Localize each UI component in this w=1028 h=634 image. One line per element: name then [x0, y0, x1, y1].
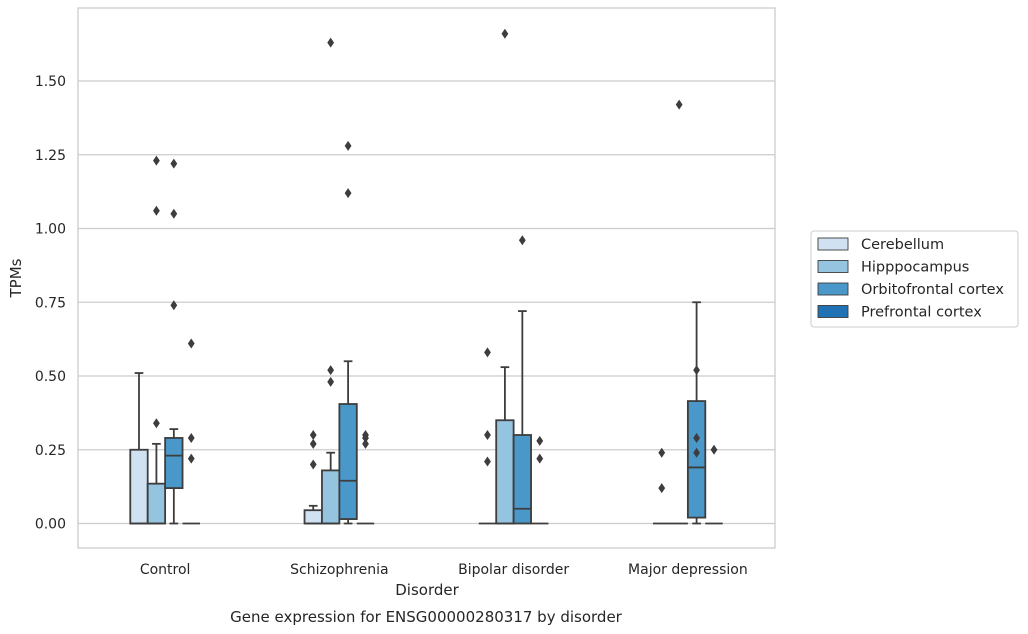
- box: [512, 434, 532, 525]
- box: [146, 482, 167, 525]
- y-tick-label: 0.75: [35, 295, 66, 311]
- legend-swatch: [817, 305, 849, 318]
- y-tick-label: 0.50: [35, 369, 66, 385]
- box-group: [356, 430, 375, 525]
- box: [321, 469, 341, 525]
- legend: Cerebellum Hipppocampus Orbitofrontal cort…: [810, 230, 1019, 328]
- legend-swatch: [817, 260, 849, 273]
- box: [495, 419, 515, 525]
- box-group: [653, 447, 671, 525]
- x-tick-label: Control: [140, 562, 191, 578]
- outlier-point: [710, 444, 718, 455]
- outlier-point: [658, 447, 666, 458]
- outlier-point: [536, 435, 544, 446]
- box-group: [512, 235, 532, 525]
- box-group: [146, 155, 167, 525]
- y-axis-ticks: 0.00 0.25 0.50 0.75 1.00 1.25 1.50: [35, 74, 66, 533]
- box-group: [303, 430, 323, 525]
- outlier-point: [187, 338, 195, 349]
- outlier-point: [187, 432, 195, 443]
- outlier-point: [327, 365, 335, 376]
- box: [164, 437, 184, 490]
- y-tick-label: 0.25: [35, 443, 66, 459]
- legend-swatch: [817, 237, 849, 251]
- box-group: [164, 158, 184, 525]
- outlier-point: [309, 438, 317, 449]
- x-tick-label: Major depression: [628, 562, 748, 578]
- legend-label: Prefrontal cortex: [861, 305, 982, 321]
- outlier-point: [309, 459, 317, 470]
- x-axis-label: Disorder: [395, 581, 459, 599]
- box: [686, 400, 707, 519]
- outlier-point: [484, 347, 491, 358]
- x-axis-ticks: Control Schizophrenia Bipolar disorder Majo…: [140, 562, 748, 578]
- outlier-point: [693, 432, 700, 443]
- outlier-point: [658, 483, 666, 494]
- legend-label: Hipppocampus: [861, 260, 969, 276]
- y-tick-label: 0.00: [35, 517, 66, 533]
- box: [338, 403, 358, 520]
- outlier-point: [309, 430, 317, 440]
- box-group: [321, 37, 341, 525]
- box-group: [478, 347, 497, 525]
- outlier-point: [170, 300, 178, 311]
- box-group: [670, 99, 688, 525]
- outlier-point: [536, 453, 544, 464]
- box-group: [686, 301, 707, 525]
- chart-title: Gene expression for ENSG00000280317 by d…: [230, 608, 623, 626]
- box-group: [182, 338, 200, 525]
- outlier-point: [344, 188, 352, 199]
- y-tick-label: 1.50: [35, 74, 66, 90]
- outlier-point: [362, 438, 369, 449]
- outlier-point: [518, 235, 526, 246]
- gridlines: [78, 80, 775, 525]
- outlier-point: [362, 430, 369, 440]
- outlier-point: [327, 376, 335, 387]
- outlier-point: [484, 456, 491, 467]
- y-axis-label: TPMs: [7, 258, 25, 298]
- y-tick-label: 1.25: [35, 148, 66, 164]
- y-tick-label: 1.00: [35, 222, 66, 238]
- legend-label: Orbitofrontal cortex: [861, 282, 1004, 298]
- box-group: [531, 435, 549, 525]
- outlier-point: [170, 158, 178, 169]
- outlier-point: [484, 430, 491, 440]
- legend-frame: [810, 230, 1019, 328]
- plot-area-frame: [77, 7, 776, 549]
- box-group: [129, 372, 149, 525]
- outlier-point: [170, 208, 178, 219]
- box-group: [338, 140, 358, 525]
- outlier-point: [693, 365, 700, 376]
- box-group: [495, 28, 515, 525]
- legend-swatch: [817, 282, 849, 296]
- outlier-point: [153, 418, 160, 429]
- box: [129, 448, 149, 525]
- x-tick-label: Schizophrenia: [290, 562, 388, 578]
- box-series: [129, 28, 723, 525]
- outlier-point: [187, 453, 195, 464]
- outlier-point: [501, 28, 509, 39]
- legend-label: Cerebellum: [861, 237, 944, 253]
- outlier-point: [344, 140, 352, 151]
- outlier-point: [153, 205, 160, 216]
- box: [303, 509, 323, 525]
- outlier-point: [327, 37, 335, 48]
- outlier-point: [675, 99, 683, 110]
- box-group: [705, 444, 723, 525]
- outlier-point: [153, 155, 160, 166]
- outlier-point: [693, 447, 700, 458]
- x-tick-label: Bipolar disorder: [458, 562, 569, 578]
